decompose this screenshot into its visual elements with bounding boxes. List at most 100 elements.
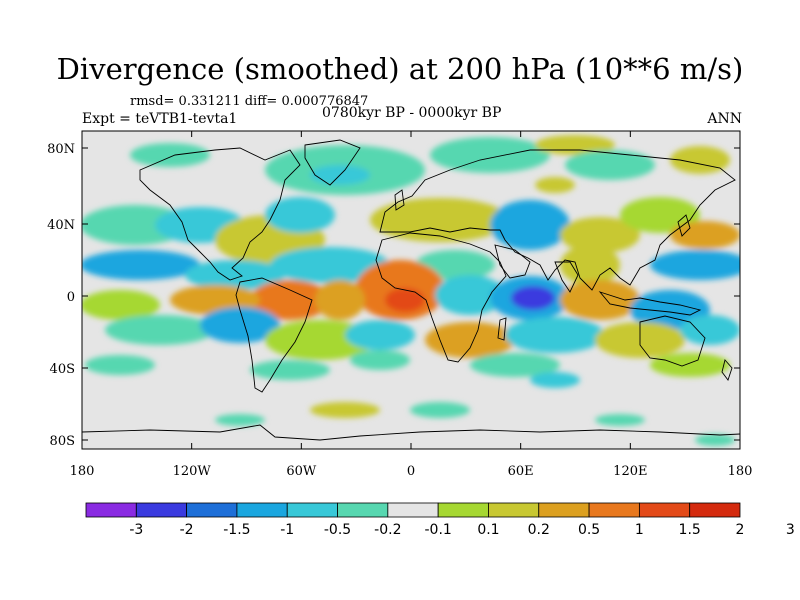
field-blob bbox=[490, 200, 570, 250]
coastline-japan bbox=[677, 214, 691, 237]
colorbar-swatch bbox=[286, 502, 338, 518]
field-blob bbox=[310, 402, 380, 418]
field-blob bbox=[560, 245, 620, 285]
field-blob bbox=[85, 355, 155, 375]
coastline-madagascar bbox=[497, 317, 507, 341]
season-label: ANN bbox=[707, 111, 742, 127]
field-blob bbox=[470, 353, 560, 377]
field-blob bbox=[215, 414, 265, 426]
field-blob bbox=[511, 286, 555, 310]
colorbar-swatch bbox=[236, 502, 288, 518]
field-blob bbox=[250, 360, 330, 380]
lon-tick-label: 180 bbox=[728, 464, 753, 479]
field-blob bbox=[650, 250, 740, 280]
figure-title: Divergence (smoothed) at 200 hPa (10**6 … bbox=[56, 52, 744, 86]
field-blob bbox=[430, 137, 550, 173]
field-blob bbox=[130, 143, 210, 167]
lon-tick-label: 60E bbox=[508, 464, 534, 479]
field-blob bbox=[270, 247, 390, 283]
rmsd-diff-label: rmsd= 0.331211 diff= 0.000776847 bbox=[130, 94, 369, 109]
colorbar-swatch bbox=[85, 502, 137, 518]
colorbar-label: 0.5 bbox=[578, 522, 600, 538]
field-blob bbox=[315, 280, 365, 320]
colorbar-label: -2 bbox=[180, 522, 194, 538]
coastline-antarctica bbox=[82, 424, 740, 441]
coastline-europe-asia bbox=[379, 149, 736, 291]
map-plot-area bbox=[81, 130, 741, 450]
lon-tick-label: 120W bbox=[173, 464, 212, 479]
field-blob bbox=[530, 372, 580, 388]
colorbar-label: -0.2 bbox=[374, 522, 401, 538]
field-blob bbox=[370, 198, 510, 242]
coastline-australia bbox=[639, 315, 706, 367]
divergence-field bbox=[82, 135, 740, 446]
coastline-new-zealand bbox=[721, 359, 733, 381]
field-blob bbox=[82, 250, 200, 280]
field-blob bbox=[565, 150, 655, 180]
colorbar-label: -3 bbox=[129, 522, 143, 538]
colorbar-swatch bbox=[437, 502, 489, 518]
colorbar-label: -0.5 bbox=[324, 522, 351, 538]
field-blob bbox=[560, 217, 640, 253]
field-blob bbox=[620, 197, 700, 233]
coastline-north-america bbox=[139, 147, 301, 281]
field-blob bbox=[595, 414, 645, 426]
colorbar-swatch bbox=[135, 502, 188, 518]
colorbar-swatch bbox=[488, 502, 540, 518]
lon-tick-label: 0 bbox=[407, 464, 415, 479]
colorbar-label: 1.5 bbox=[679, 522, 701, 538]
colorbar-label: 0.2 bbox=[528, 522, 550, 538]
field-blob bbox=[670, 221, 740, 249]
colorbar-label: -1 bbox=[280, 522, 294, 538]
colorbar-label: -0.1 bbox=[424, 522, 451, 538]
colorbar-label: 1 bbox=[635, 522, 644, 538]
experiment-label: Expt = teVTB1-tevta1 bbox=[82, 111, 238, 127]
field-blob bbox=[680, 315, 740, 345]
coastline-greenland bbox=[304, 139, 361, 186]
field-blob bbox=[505, 317, 605, 353]
lon-tick-label: 120E bbox=[613, 464, 647, 479]
field-blob bbox=[695, 434, 735, 446]
coastline-south-america bbox=[235, 277, 313, 393]
field-blob bbox=[435, 275, 505, 315]
field-blob bbox=[560, 280, 640, 320]
colorbar-label: 3 bbox=[786, 522, 795, 538]
lat-tick-label: 80S bbox=[50, 434, 75, 449]
field-blob bbox=[82, 290, 160, 320]
field-blob bbox=[200, 307, 280, 343]
colorbar-swatch bbox=[588, 502, 640, 518]
colorbar-swatch bbox=[337, 502, 389, 518]
colorbar-label: 2 bbox=[736, 522, 745, 538]
colorbar: -3 -2 -1.5 -1 -0.5 -0.2 -0.1 0.1 0.2 0.5 1 1.5 2 3 bbox=[85, 502, 795, 538]
field-blob bbox=[535, 177, 575, 193]
lon-tick-label: 180 bbox=[70, 464, 95, 479]
lon-tick-label: 60W bbox=[286, 464, 317, 479]
field-blob bbox=[105, 315, 215, 345]
lat-tick-label: 0 bbox=[67, 290, 75, 305]
colorbar-swatch bbox=[186, 502, 238, 518]
field-blob bbox=[410, 402, 470, 418]
field-blob bbox=[185, 260, 285, 290]
coastline-british-isles bbox=[394, 189, 405, 211]
colorbar-label: -1.5 bbox=[223, 522, 250, 538]
field-blob bbox=[250, 280, 330, 320]
coastline-india bbox=[554, 261, 579, 293]
coastline-africa bbox=[375, 232, 507, 363]
lat-tick-label: 80N bbox=[47, 142, 75, 157]
lat-tick-label: 40N bbox=[47, 218, 75, 233]
colorbar-label: 0.1 bbox=[477, 522, 499, 538]
field-blob bbox=[265, 197, 335, 233]
colorbar-swatch bbox=[538, 502, 590, 518]
field-blob bbox=[385, 288, 425, 312]
lat-tick-label: 40S bbox=[50, 362, 75, 377]
coastlines bbox=[82, 139, 740, 441]
coastline-maritime-continent bbox=[598, 291, 702, 316]
period-label: 0780kyr BP - 0000kyr BP bbox=[322, 105, 502, 121]
colorbar-swatch bbox=[638, 502, 691, 518]
axes: 180 120W 60W 0 60E 120E 180 80N 40N 0 40S 80S bbox=[47, 131, 752, 479]
field-blob bbox=[425, 322, 515, 358]
field-blob bbox=[350, 350, 410, 370]
colorbar-swatch bbox=[387, 502, 439, 518]
coastline-arabia bbox=[494, 244, 531, 279]
